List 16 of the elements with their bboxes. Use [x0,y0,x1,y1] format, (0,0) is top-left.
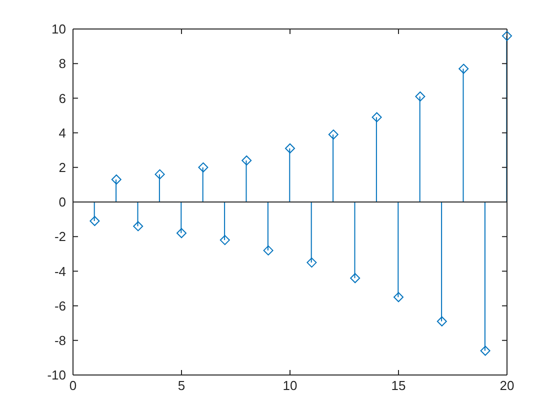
y-tick-label: -2 [54,229,66,244]
x-tick-label: 20 [500,378,514,394]
y-tick-label: 4 [58,125,66,140]
y-tick-label: -4 [54,264,66,279]
y-tick-label: -6 [54,298,66,314]
x-tick-label: 5 [178,378,186,394]
y-tick-label: 8 [58,56,66,72]
y-tick-label: -10 [47,368,66,383]
x-tick-label: 10 [282,378,298,394]
y-tick-label: 0 [58,194,66,210]
y-tick-label: 2 [58,160,66,176]
y-tick-label: -8 [54,333,66,348]
x-tick-label: 15 [391,378,406,394]
x-tick-label: 0 [69,378,77,394]
y-tick-label: 10 [52,22,66,37]
y-tick-label: 6 [58,90,66,106]
